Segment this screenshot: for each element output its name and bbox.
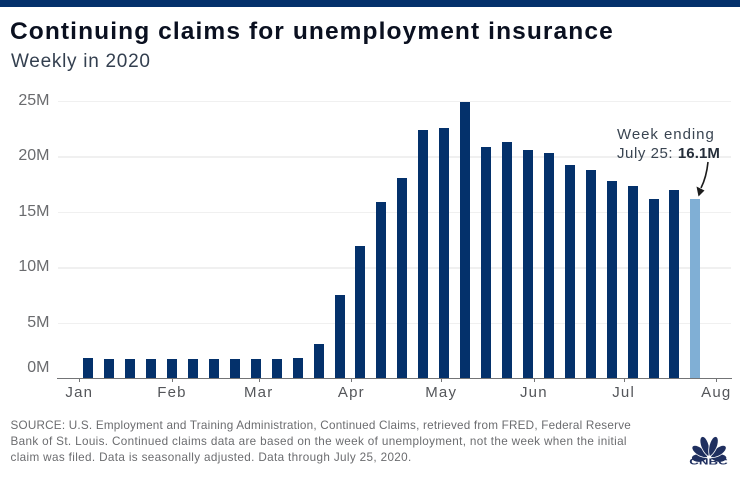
svg-text:CNBC: CNBC [689, 457, 728, 467]
